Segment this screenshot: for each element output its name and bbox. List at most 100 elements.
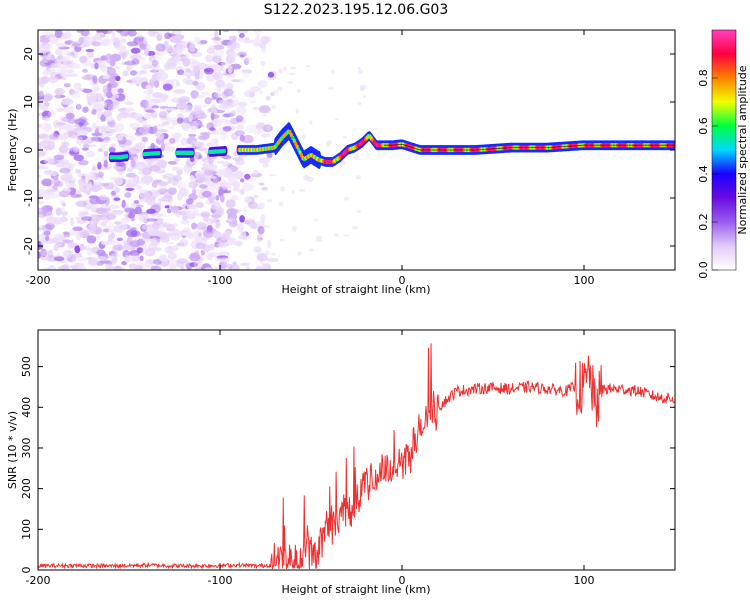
heatmap-noise-cell — [211, 37, 222, 41]
heatmap-noise-cell — [167, 252, 177, 260]
heatmap-noise-cell — [308, 248, 315, 252]
heatmap-noise-cell — [242, 70, 250, 79]
heatmap-noise-cell — [82, 68, 88, 73]
heatmap-noise-cell — [301, 134, 306, 140]
heatmap-noise-cell — [273, 89, 279, 94]
heatmap-noise-cell — [158, 223, 165, 228]
heatmap-noise-cell — [192, 65, 200, 74]
heatmap-noise-cell — [53, 244, 59, 250]
heatmap-noise-cell — [226, 73, 236, 79]
heatmap-noise-cell — [166, 208, 172, 214]
heatmap-noise-cell — [130, 217, 136, 222]
heatmap-noise-cell — [92, 215, 101, 225]
heatmap-noise-cell — [207, 155, 215, 164]
heatmap-noise-cell — [270, 91, 275, 97]
heatmap-noise-cell — [169, 51, 177, 57]
snr-y-label: SNR (10 * v/v) — [6, 411, 19, 489]
heatmap-noise-cell — [261, 114, 267, 117]
heatmap-noise-cell — [339, 160, 346, 166]
heatmap-noise-cell — [264, 250, 270, 256]
heatmap-noise-cell — [239, 54, 245, 58]
heatmap-noise-cell — [171, 223, 179, 228]
heatmap-noise-cell — [82, 106, 89, 113]
heatmap-noise-cell — [89, 144, 97, 148]
heatmap-noise-cell — [211, 190, 217, 199]
heatmap-noise-cell — [110, 190, 117, 196]
heatmap-noise-cell — [60, 174, 73, 182]
heatmap-noise-cell — [124, 192, 132, 198]
heatmap-noise-cell — [182, 77, 193, 84]
heatmap-noise-cell — [226, 263, 233, 270]
heatmap-noise-cell — [114, 187, 121, 194]
heatmap-noise-cell — [56, 66, 67, 74]
heatmap-noise-cell — [215, 219, 221, 229]
heatmap-noise-cell — [249, 86, 262, 93]
heatmap-noise-cell — [124, 191, 132, 199]
heatmap-noise-cell — [134, 132, 143, 136]
heatmap-noise-cell — [43, 115, 50, 121]
heatmap-noise-cell — [215, 194, 220, 201]
heatmap-noise-cell — [145, 109, 156, 113]
heatmap-noise-cell — [253, 194, 259, 199]
heatmap-noise-cell — [243, 90, 256, 98]
heatmap-noise-cell — [210, 106, 218, 115]
heatmap-noise-cell — [47, 264, 56, 270]
heatmap-noise-cell — [113, 177, 124, 186]
heatmap-noise-cell — [176, 69, 185, 76]
heatmap-noise-cell — [153, 80, 160, 88]
heatmap-noise-cell — [101, 210, 110, 216]
heatmap-noise-cell — [126, 41, 139, 47]
x-tick-label: -200 — [26, 574, 51, 587]
spectrogram-x-label: Height of straight line (km) — [281, 283, 430, 296]
heatmap-noise-cell — [228, 35, 237, 42]
heatmap-noise-cell — [215, 118, 228, 124]
heatmap-noise-cell — [38, 251, 42, 259]
heatmap-noise-cell — [257, 80, 268, 88]
heatmap-noise-cell — [110, 143, 117, 148]
heatmap-noise-cell — [218, 257, 230, 263]
heatmap-noise-cell — [211, 213, 222, 219]
heatmap-noise-cell — [160, 142, 166, 152]
heatmap-noise-cell — [91, 132, 103, 137]
heatmap-noise-cell — [244, 196, 252, 203]
heatmap-noise-cell — [230, 263, 240, 270]
heatmap-noise-cell — [157, 123, 165, 128]
y-tick-label: -10 — [22, 189, 35, 207]
heatmap-noise-cell — [213, 71, 224, 81]
heatmap-noise-cell — [44, 194, 53, 199]
heatmap-noise-cell — [50, 62, 59, 68]
heatmap-noise-cell — [61, 98, 74, 106]
heatmap-noise-cell — [195, 112, 207, 120]
heatmap-noise-cell — [62, 239, 72, 244]
heatmap-noise-cell — [241, 183, 254, 192]
heatmap-noise-cell — [102, 114, 114, 122]
heatmap-noise-cell — [105, 57, 111, 64]
heatmap-noise-cell — [44, 31, 54, 39]
heatmap-noise-cell — [54, 217, 65, 225]
heatmap-noise-cell — [138, 189, 149, 194]
snr-plot-area — [38, 330, 675, 570]
heatmap-noise-cell — [221, 161, 230, 167]
heatmap-noise-cell — [120, 217, 131, 223]
heatmap-noise-cell — [156, 132, 165, 141]
heatmap-noise-cell — [235, 124, 245, 130]
heatmap-noise-cell — [72, 226, 83, 231]
heatmap-noise-cell — [80, 211, 89, 216]
heatmap-noise-cell — [267, 71, 275, 78]
heatmap-noise-cell — [68, 229, 77, 237]
heatmap-noise-cell — [128, 263, 137, 270]
snr-series-line — [38, 343, 675, 570]
heatmap-noise-cell — [178, 96, 191, 104]
spectrogram-y-ticks: -20 -10 0 10 20 — [22, 47, 675, 255]
heatmap-noise-cell — [112, 244, 125, 251]
heatmap-noise-cell — [259, 90, 264, 95]
heatmap-noise-cell — [222, 125, 232, 132]
heatmap-noise-cell — [48, 133, 59, 140]
heatmap-ridge-outline — [383, 143, 675, 151]
heatmap-noise-cell — [231, 79, 240, 83]
heatmap-noise-cell — [42, 149, 49, 155]
heatmap-noise-cell — [38, 200, 44, 205]
heatmap-noise-cell — [91, 41, 102, 47]
heatmap-noise-cell — [179, 238, 189, 247]
heatmap-noise-cell — [206, 175, 218, 180]
